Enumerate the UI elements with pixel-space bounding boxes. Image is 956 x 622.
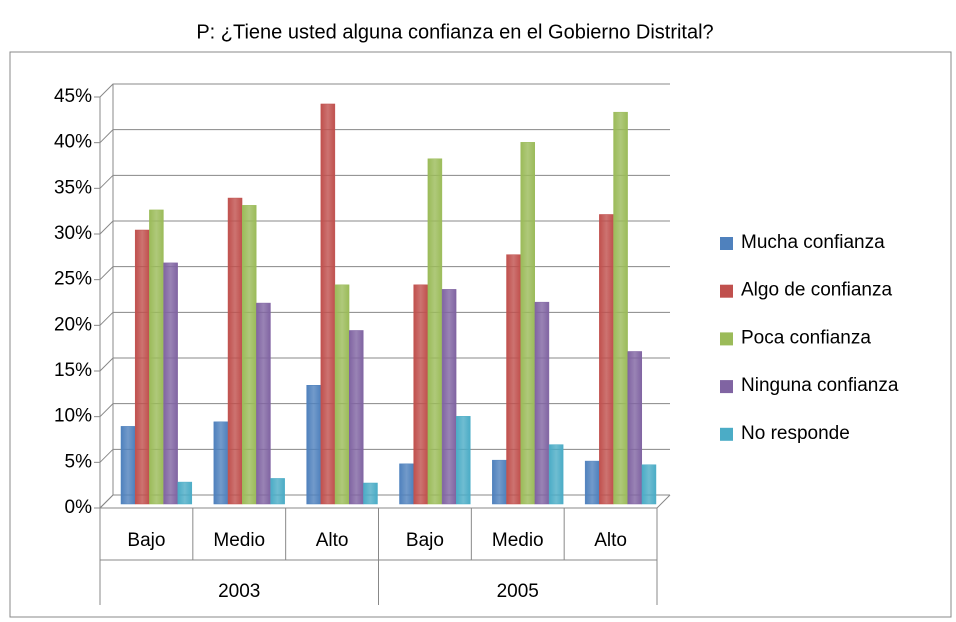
y-tick-label: 25% [54, 269, 92, 290]
grid-line [99, 266, 670, 281]
x-tick-label: Bajo [127, 530, 165, 551]
bar [627, 351, 643, 505]
grid-line [99, 174, 670, 189]
bar [256, 302, 271, 505]
group-label: 2003 [218, 581, 260, 602]
grid-line [99, 403, 670, 418]
bar [213, 421, 229, 505]
legend-swatch [720, 284, 733, 298]
x-tick-label: Bajo [406, 530, 444, 551]
legend-label: Mucha confianza [741, 232, 885, 253]
bar [584, 460, 600, 505]
bar [506, 254, 521, 505]
bar [163, 262, 178, 505]
bar [177, 481, 193, 505]
x-tick-label: Medio [492, 530, 544, 551]
legend-swatch [720, 380, 733, 394]
group-label: 2005 [497, 581, 539, 602]
y-tick-label: 20% [54, 314, 92, 335]
legend-label: Ninguna confianza [741, 375, 899, 396]
grid-line [99, 357, 670, 372]
grid-line [99, 494, 670, 509]
bar [270, 478, 285, 505]
grid-line [99, 129, 670, 144]
bar [413, 284, 428, 505]
grid-line [99, 220, 670, 235]
bar [641, 464, 657, 505]
bar [134, 229, 150, 505]
bar [363, 482, 378, 505]
y-tick-label: 15% [54, 360, 92, 381]
bar [520, 142, 535, 505]
grid-line [99, 448, 670, 463]
y-tick-label: 45% [54, 86, 92, 107]
y-tick-label: 5% [65, 451, 93, 472]
legend-label: Algo de confianza [741, 280, 892, 301]
bar [427, 158, 443, 505]
bar [320, 103, 336, 505]
y-tick-label: 35% [54, 177, 92, 198]
legend-swatch [720, 427, 733, 441]
bar [227, 197, 243, 505]
x-tick-label: Alto [594, 530, 627, 551]
bar [306, 385, 321, 505]
y-tick-label: 40% [54, 132, 92, 153]
bar [349, 330, 364, 505]
chart-frame [9, 51, 952, 618]
bar [456, 416, 471, 505]
x-tick-label: Alto [316, 530, 349, 551]
bar [120, 426, 136, 505]
bar [599, 214, 614, 505]
bar [613, 111, 628, 505]
y-tick-label: 0% [65, 497, 93, 518]
x-tick-label: Medio [213, 530, 265, 551]
bar [399, 463, 414, 505]
bar [441, 289, 457, 505]
grid-line [99, 311, 670, 326]
bar [534, 301, 550, 505]
chart-title: P: ¿Tiene usted alguna confianza en el G… [196, 21, 713, 43]
y-tick-label: 10% [54, 406, 92, 427]
legend-swatch [720, 332, 733, 346]
legend-label: No responde [741, 423, 850, 444]
legend-label: Poca confianza [741, 327, 871, 348]
y-tick-label: 30% [54, 223, 92, 244]
bar [548, 444, 564, 505]
bar [492, 459, 507, 505]
bar [149, 209, 164, 505]
bar [241, 205, 257, 505]
legend-swatch [720, 237, 733, 250]
grid-line [99, 83, 670, 98]
bar [334, 284, 350, 505]
